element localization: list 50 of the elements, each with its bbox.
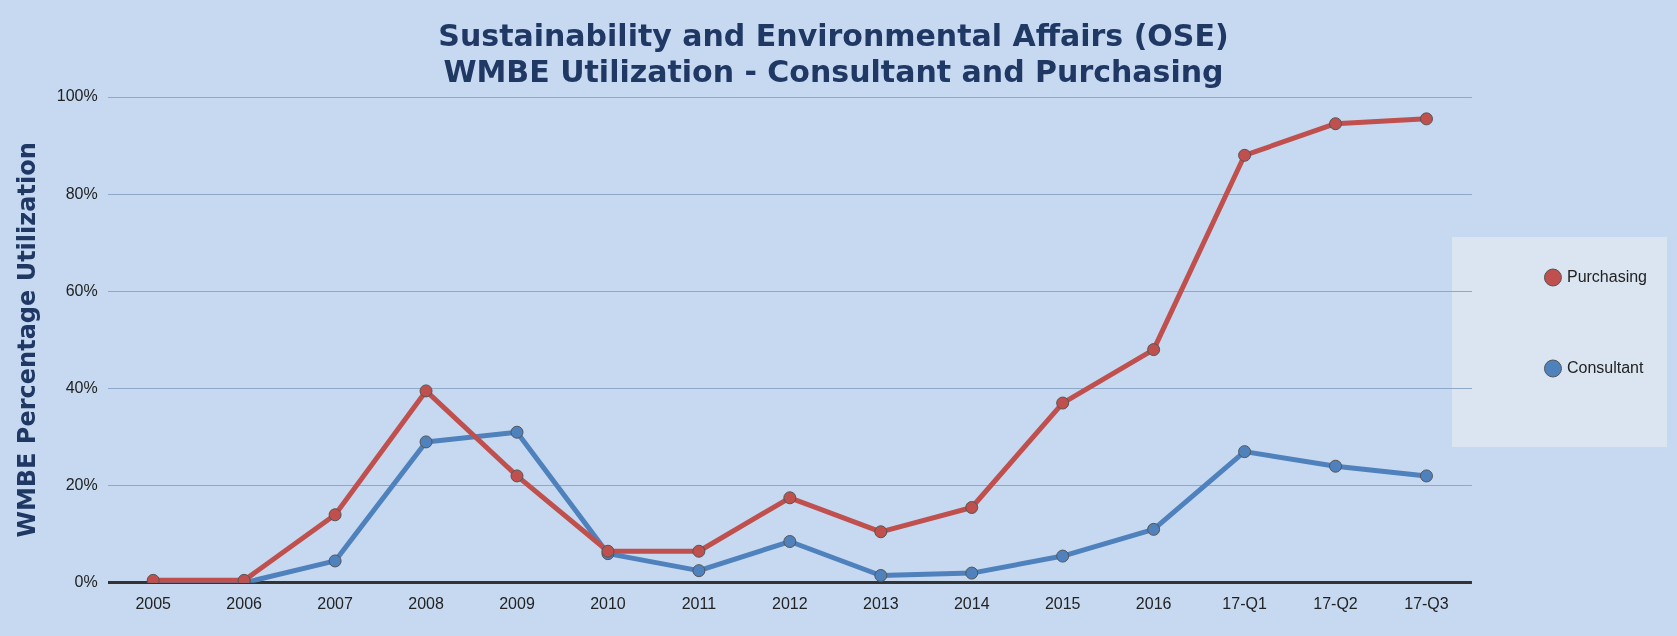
x-tick-label: 2012: [772, 594, 808, 612]
point: [510, 469, 524, 483]
text: Sustainability and Environmental Affairs (OSE): [438, 17, 1229, 53]
point: [1419, 112, 1433, 126]
point: [692, 544, 706, 558]
x-tick-label: 2006: [226, 594, 263, 612]
point: [510, 425, 524, 439]
point: [1147, 343, 1161, 357]
point: [1329, 117, 1343, 131]
x-tick-label: 2014: [953, 594, 990, 612]
point: [874, 525, 888, 539]
point: [328, 554, 342, 568]
text: WMBE Utilization - Consultant and Purchasing: [443, 53, 1224, 89]
legend-label: Consultant: [1566, 358, 1644, 376]
point: [692, 564, 706, 578]
legend-label: Purchasing: [1566, 267, 1647, 285]
y-tick-label: 60%: [65, 281, 98, 299]
point: [1419, 469, 1433, 483]
y-tick-label: 80%: [65, 184, 98, 202]
x-tick-label: 2011: [681, 594, 717, 612]
x-tick-label: 2007: [317, 594, 353, 612]
y-tick-label: 0%: [74, 573, 98, 591]
y-axis-title: WMBE Percentage Utilization: [12, 142, 41, 538]
x-tick-label: 17-Q2: [1313, 594, 1358, 612]
x-tick-label: 2016: [1135, 594, 1172, 612]
y-tick-label: 20%: [65, 476, 98, 494]
point: [783, 535, 797, 549]
point: [1238, 445, 1252, 459]
x-tick-label: 17-Q3: [1404, 594, 1449, 612]
x-tick-label: 2008: [408, 594, 444, 612]
point: [874, 569, 888, 583]
point: [328, 508, 342, 522]
x-tick-label: 2005: [135, 594, 172, 612]
point: [965, 566, 979, 580]
y-tick-label: 100%: [56, 87, 98, 105]
point: [419, 384, 433, 398]
x-tick-label: 2013: [862, 594, 899, 612]
point: [1056, 549, 1070, 563]
x-tick-label: 2009: [499, 594, 535, 612]
point: [965, 501, 979, 514]
point: [1329, 459, 1343, 473]
point: [783, 491, 797, 505]
point: [1147, 522, 1161, 536]
y-tick-label: 40%: [65, 378, 98, 396]
point: [1056, 396, 1070, 410]
x-tick-label: 2010: [590, 594, 626, 612]
point: [1238, 148, 1252, 162]
point: [419, 435, 433, 449]
x-tick-label: 2015: [1044, 594, 1081, 612]
x-tick-label: 17-Q1: [1222, 594, 1267, 612]
